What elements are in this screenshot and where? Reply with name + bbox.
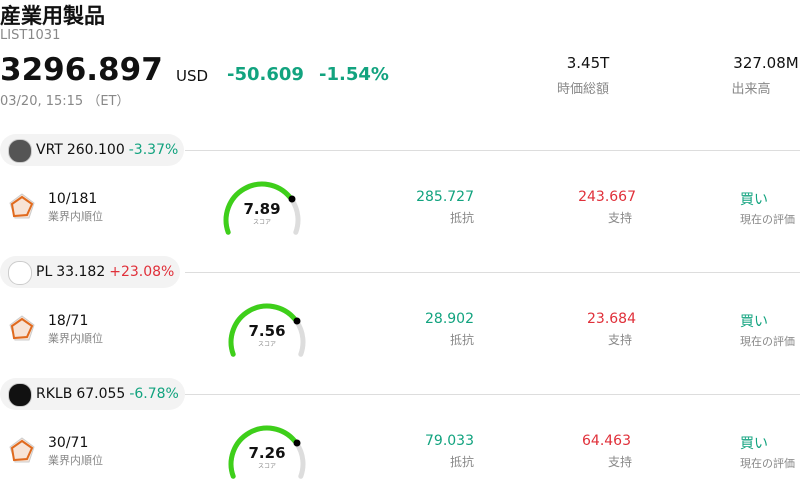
ticker: RKLB — [36, 386, 73, 402]
score: 7.26 — [248, 444, 286, 462]
stat-value: 3.45T — [566, 54, 610, 72]
rating: 買い — [740, 314, 768, 330]
stat-value: 327.08M — [733, 54, 799, 72]
divider — [185, 394, 800, 395]
rating: 買い — [740, 192, 768, 208]
support: 243.667 — [578, 189, 636, 205]
score-label: スコア — [252, 219, 272, 226]
resistance: 28.902 — [425, 311, 474, 327]
logo — [8, 383, 32, 407]
ticker: PL — [36, 264, 53, 280]
stock-pill[interactable]: PL 33.182 +23.08% — [0, 256, 181, 288]
rating: 買い — [740, 436, 768, 452]
price: 67.055 — [76, 386, 126, 402]
code: LIST1031 — [0, 28, 61, 43]
rank: 10/181 — [48, 191, 98, 207]
score-label: スコア — [257, 463, 277, 470]
rating-label: 現在の評価 — [740, 457, 795, 470]
rating-label: 現在の評価 — [740, 213, 795, 226]
rank: 30/71 — [48, 435, 89, 451]
resistance: 285.727 — [416, 189, 474, 205]
price: 33.182 — [56, 264, 106, 280]
rank: 18/71 — [48, 313, 89, 329]
ticker: VRT — [36, 142, 63, 158]
price: 260.100 — [66, 142, 125, 158]
change-pct: +23.08% — [109, 264, 175, 280]
time: 03/20, 15:15 （ET） — [0, 94, 130, 109]
score-gauge — [228, 425, 306, 479]
support-label: 支持 — [607, 211, 632, 225]
change-pct: -3.37% — [128, 142, 179, 158]
divider — [185, 150, 800, 151]
stat-label: 時価総額 — [556, 82, 610, 97]
support-label: 支持 — [607, 333, 632, 347]
resistance: 79.033 — [425, 433, 474, 449]
stat-label: 出来高 — [731, 82, 771, 97]
price: 3296.897 — [0, 52, 163, 88]
score-label: スコア — [257, 341, 277, 348]
rank-icon — [9, 193, 35, 219]
change-pct: -1.54% — [319, 64, 389, 85]
score: 7.56 — [248, 322, 286, 340]
resistance-label: 抵抗 — [449, 211, 474, 225]
support: 64.463 — [582, 433, 631, 449]
currency: USD — [176, 67, 209, 85]
rank-icon — [9, 437, 35, 463]
support: 23.684 — [587, 311, 636, 327]
divider — [185, 272, 800, 273]
resistance-label: 抵抗 — [449, 455, 474, 469]
rank-label: 業界内順位 — [48, 454, 103, 467]
title: 産業用製品 — [0, 4, 105, 28]
support-label: 支持 — [607, 455, 632, 469]
rating-label: 現在の評価 — [740, 335, 795, 348]
score: 7.89 — [243, 200, 281, 218]
score-gauge — [228, 303, 306, 357]
rank-label: 業界内順位 — [48, 332, 103, 345]
rank-label: 業界内順位 — [48, 210, 103, 223]
change-pct: -6.78% — [129, 386, 179, 402]
change: -50.609 — [227, 64, 304, 85]
logo — [8, 261, 32, 285]
rank-icon — [9, 315, 35, 341]
score-gauge — [223, 181, 301, 235]
logo — [8, 139, 32, 163]
resistance-label: 抵抗 — [449, 333, 474, 347]
